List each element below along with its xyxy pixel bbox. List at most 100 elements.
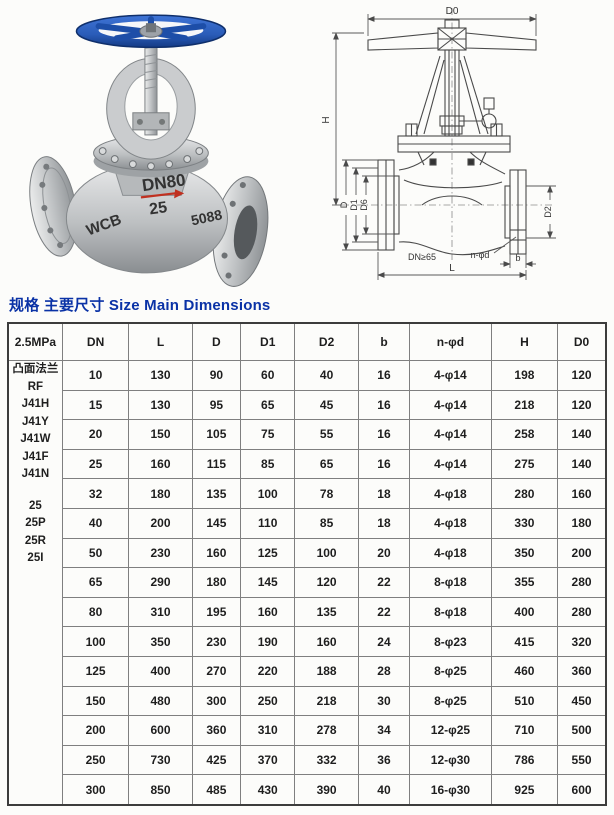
table-cell: 40 bbox=[61, 507, 130, 539]
table-cell: 275 bbox=[490, 448, 559, 480]
table-cell: 190 bbox=[240, 626, 296, 657]
table-row: 凸面法兰 RF J41H J41Y J41W J41F J41N 25 25P 25R 25I 10 1… bbox=[7, 359, 607, 806]
table-cell: 145 bbox=[240, 567, 296, 598]
table-cell: 415 bbox=[490, 626, 559, 657]
table-cell: 75 bbox=[240, 419, 296, 450]
drawing-handwheel bbox=[367, 19, 537, 51]
table-cell: 400 bbox=[128, 655, 193, 687]
table-cell: 140 bbox=[557, 448, 607, 480]
drawing-bonnet bbox=[397, 123, 511, 166]
table-cell: 120 bbox=[557, 360, 607, 391]
table-cell: 160 bbox=[191, 537, 242, 569]
handwheel bbox=[75, 14, 227, 49]
table-cell: 355 bbox=[490, 567, 559, 598]
table-cell: 180 bbox=[128, 478, 193, 509]
column-header: L bbox=[128, 322, 193, 361]
table-cell: 16 bbox=[357, 389, 411, 421]
valve-type-label: J41F bbox=[22, 450, 49, 463]
column-header: H bbox=[490, 322, 559, 361]
valve-type-label: 25I bbox=[27, 552, 44, 564]
table-cell: 135 bbox=[294, 596, 359, 628]
table-cell: 10 bbox=[61, 360, 130, 391]
label-H: H bbox=[321, 116, 332, 123]
table-cell: 16 bbox=[357, 419, 411, 450]
table-cell: 8-φ18 bbox=[409, 567, 492, 598]
table-cell: 40 bbox=[294, 360, 359, 391]
dim-b: b bbox=[500, 253, 536, 268]
table-cell: 230 bbox=[191, 626, 242, 657]
table-cell: 332 bbox=[294, 744, 359, 776]
valve-type-label bbox=[9, 484, 62, 498]
column-header: D2 bbox=[294, 322, 359, 361]
table-cell: 150 bbox=[128, 419, 193, 450]
table-cell: 450 bbox=[557, 685, 607, 717]
table-cell: 600 bbox=[128, 715, 193, 746]
table-row: 50 230 160 125 100 20 4-φ18 350 200 bbox=[8, 537, 607, 569]
label-D2: D2 bbox=[543, 206, 553, 218]
column-header: b bbox=[357, 322, 411, 361]
table-cell: 4-φ14 bbox=[409, 389, 492, 421]
table-row: 80 310 195 160 135 22 8-φ18 400 280 bbox=[8, 596, 607, 628]
table-cell: 100 bbox=[240, 478, 296, 509]
valve-type-label: 25R bbox=[24, 534, 46, 547]
dim-L: L bbox=[377, 252, 527, 280]
table-cell: 125 bbox=[240, 537, 296, 569]
label-L: L bbox=[449, 263, 455, 274]
table-cell: 218 bbox=[294, 685, 359, 717]
table-cell: 105 bbox=[191, 419, 242, 450]
table-cell: 600 bbox=[557, 774, 607, 806]
table-cell: 60 bbox=[240, 360, 296, 391]
table-cell: 330 bbox=[490, 507, 559, 539]
table-cell: 30 bbox=[357, 685, 411, 717]
label-D6: D6 bbox=[359, 199, 369, 211]
table-cell: 100 bbox=[61, 626, 130, 657]
table-cell: 250 bbox=[240, 685, 296, 717]
valve-type-labels-cell: 凸面法兰 RF J41H J41Y J41W J41F J41N 25 25P 25R 25I bbox=[7, 359, 63, 806]
table-cell: 80 bbox=[61, 596, 130, 628]
pressure-rating-header: 2.5MPa bbox=[7, 322, 63, 361]
table-cell: 145 bbox=[191, 507, 242, 539]
table-cell: 8-φ25 bbox=[409, 655, 492, 687]
table-cell: 300 bbox=[61, 774, 130, 806]
column-header: D1 bbox=[240, 322, 296, 361]
table-cell: 350 bbox=[490, 537, 559, 569]
table-cell: 12-φ25 bbox=[409, 715, 492, 746]
table-cell: 16 bbox=[357, 360, 411, 391]
valve-dimension-drawing: D0 bbox=[321, 6, 556, 280]
table-cell: 20 bbox=[357, 537, 411, 569]
table-cell: 250 bbox=[61, 744, 130, 776]
table-cell: 280 bbox=[557, 567, 607, 598]
valve-drawing-figure: D0 bbox=[302, 2, 608, 290]
table-cell: 85 bbox=[240, 448, 296, 480]
table-cell: 200 bbox=[557, 537, 607, 569]
table-row: 65 290 180 145 120 22 8-φ18 355 280 bbox=[8, 567, 607, 598]
valve-body-shape bbox=[29, 156, 269, 287]
table-cell: 18 bbox=[357, 507, 411, 539]
table-cell: 160 bbox=[557, 478, 607, 509]
table-cell: 65 bbox=[294, 448, 359, 480]
table-cell: 370 bbox=[240, 744, 296, 776]
table-cell: 115 bbox=[191, 448, 242, 480]
valve-type-label: 25P bbox=[25, 517, 46, 529]
table-cell: 270 bbox=[191, 655, 242, 687]
label-D: D bbox=[339, 201, 349, 208]
table-cell: 710 bbox=[490, 715, 559, 746]
table-row: 200 600 360 310 278 34 12-φ25 710 500 bbox=[8, 715, 607, 746]
table-cell: 125 bbox=[61, 655, 130, 687]
table-cell: 390 bbox=[294, 774, 359, 806]
table-cell: 12-φ30 bbox=[409, 744, 492, 776]
table-cell: 4-φ18 bbox=[409, 478, 492, 509]
table-cell: 350 bbox=[128, 626, 193, 657]
table-cell: 786 bbox=[490, 744, 559, 776]
dim-D2: D2 bbox=[526, 185, 556, 239]
table-cell: 160 bbox=[240, 596, 296, 628]
figures-row: DN80 25 WCB 5088 bbox=[0, 0, 614, 292]
table-cell: 78 bbox=[294, 478, 359, 509]
table-cell: 230 bbox=[128, 537, 193, 569]
table-cell: 510 bbox=[490, 685, 559, 717]
table-cell: 4-φ18 bbox=[409, 537, 492, 569]
label-D0: D0 bbox=[446, 6, 459, 17]
globe-valve-photo: DN80 25 WCB 5088 bbox=[29, 14, 269, 287]
table-cell: 430 bbox=[240, 774, 296, 806]
table-cell: 18 bbox=[357, 478, 411, 509]
